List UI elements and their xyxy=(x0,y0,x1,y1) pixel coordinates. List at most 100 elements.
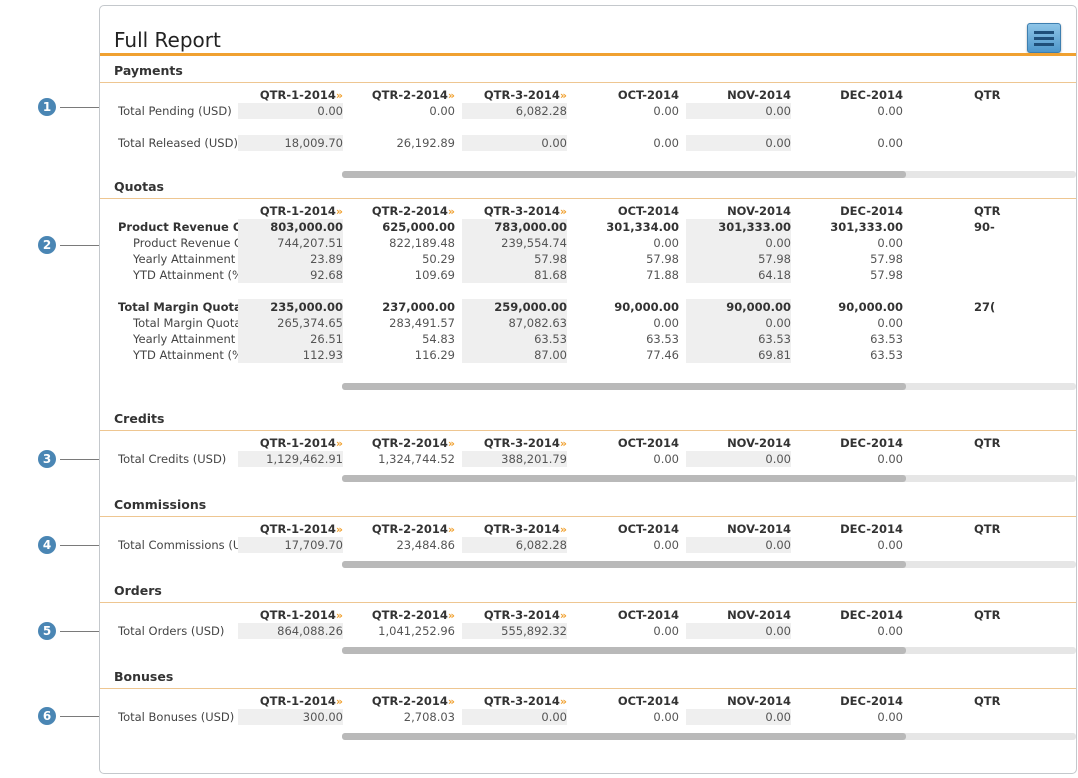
drill-arrow-icon[interactable]: » xyxy=(335,89,343,102)
scrollbar-thumb[interactable] xyxy=(342,647,906,654)
scrollbar-thumb[interactable] xyxy=(342,383,906,390)
column-header[interactable]: QTR-1-2014» xyxy=(238,87,343,104)
horizontal-scrollbar[interactable] xyxy=(342,383,1076,390)
drill-arrow-icon[interactable]: » xyxy=(447,523,455,536)
table-cell: 0.00 xyxy=(877,104,903,118)
drill-arrow-icon[interactable]: » xyxy=(335,695,343,708)
full-report-panel: Full Report Payments QTR-1-2014» QTR-2-201… xyxy=(99,5,1077,774)
row-label: Yearly Attainment (%) xyxy=(133,332,259,346)
row-label: YTD Attainment (%) xyxy=(133,268,248,282)
drill-arrow-icon[interactable]: » xyxy=(559,205,567,218)
drill-arrow-icon[interactable]: » xyxy=(559,695,567,708)
menu-button[interactable] xyxy=(1027,23,1061,53)
table-cell: 90,000.00 xyxy=(686,299,791,315)
table-cell: 57.98 xyxy=(870,268,903,282)
drill-arrow-icon[interactable]: » xyxy=(447,695,455,708)
column-header-label: QTR-2-2014 xyxy=(371,694,448,708)
column-header-label: DEC-2014 xyxy=(840,694,903,708)
horizontal-scrollbar[interactable] xyxy=(342,561,1076,568)
horizontal-scrollbar[interactable] xyxy=(342,647,1076,654)
column-header[interactable]: QTR-1-2014» xyxy=(238,607,343,624)
column-header[interactable]: QTR-1-2014» xyxy=(238,521,343,538)
drill-arrow-icon[interactable]: » xyxy=(447,89,455,102)
column-header[interactable]: QTR-2-2014» xyxy=(350,521,455,538)
page-title: Full Report xyxy=(114,28,221,52)
table-cell: 0.00 xyxy=(653,104,679,118)
column-header[interactable]: QTR-2-2014» xyxy=(350,693,455,710)
column-header-label: QTR-2-2014 xyxy=(371,204,448,218)
column-header[interactable]: QTR-3-2014» xyxy=(462,693,567,710)
table-cell: 239,554.74 xyxy=(462,235,567,251)
drill-arrow-icon[interactable]: » xyxy=(559,609,567,622)
table-cell: 283,491.57 xyxy=(389,316,455,330)
table-row: Yearly Attainment (%) 23.89 50.29 57.98 57.9… xyxy=(100,251,1076,267)
horizontal-scrollbar[interactable] xyxy=(342,171,1076,178)
table-cell: 1,041,252.96 xyxy=(378,624,455,638)
table-cell: 259,000.00 xyxy=(462,299,567,315)
scrollbar-thumb[interactable] xyxy=(342,561,906,568)
column-header: OCT-2014 xyxy=(574,521,679,537)
table-cell: 81.68 xyxy=(462,267,567,283)
table-cell: 301,333.00 xyxy=(686,219,791,235)
table-cell: 77.46 xyxy=(646,348,679,362)
drill-arrow-icon[interactable]: » xyxy=(447,609,455,622)
scrollbar-thumb[interactable] xyxy=(342,171,906,178)
column-header-label: QTR xyxy=(974,522,1001,536)
table-cell: 23.89 xyxy=(238,251,343,267)
column-header-label: NOV-2014 xyxy=(727,204,791,218)
column-header: OCT-2014 xyxy=(574,87,679,103)
section-orders: Orders QTR-1-2014» QTR-2-2014» QTR-3-2014» O… xyxy=(100,580,1076,654)
table-cell: 0.00 xyxy=(429,104,455,118)
column-header: DEC-2014 xyxy=(798,435,903,451)
column-header[interactable]: QTR-3-2014» xyxy=(462,87,567,104)
column-header-row: QTR-1-2014» QTR-2-2014» QTR-3-2014» OCT-201… xyxy=(100,693,1076,709)
drill-arrow-icon[interactable]: » xyxy=(559,89,567,102)
drill-arrow-icon[interactable]: » xyxy=(335,523,343,536)
table-cell: 0.00 xyxy=(238,103,343,119)
table-cell: 63.53 xyxy=(686,331,791,347)
callout-leader-line xyxy=(60,715,102,717)
scrollbar-thumb[interactable] xyxy=(342,475,906,482)
drill-arrow-icon[interactable]: » xyxy=(447,205,455,218)
drill-arrow-icon[interactable]: » xyxy=(335,205,343,218)
table-cell: 57.98 xyxy=(462,251,567,267)
table-cell: 300.00 xyxy=(238,709,343,725)
column-header[interactable]: QTR-2-2014» xyxy=(350,203,455,220)
section-heading: Credits xyxy=(100,408,1076,431)
drill-arrow-icon[interactable]: » xyxy=(559,437,567,450)
column-header-label: OCT-2014 xyxy=(617,88,679,102)
column-header[interactable]: QTR-2-2014» xyxy=(350,435,455,452)
drill-arrow-icon[interactable]: » xyxy=(335,609,343,622)
column-header-label: QTR-2-2014 xyxy=(371,436,448,450)
column-header[interactable]: QTR-1-2014» xyxy=(238,203,343,220)
table-cell: 0.00 xyxy=(877,452,903,466)
table-cell: 803,000.00 xyxy=(238,219,343,235)
table-cell: 6,082.28 xyxy=(462,537,567,553)
horizontal-scrollbar[interactable] xyxy=(342,733,1076,740)
column-header[interactable]: QTR-1-2014» xyxy=(238,693,343,710)
table-cell: 54.83 xyxy=(422,332,455,346)
column-header[interactable]: QTR-1-2014» xyxy=(238,435,343,452)
scrollbar-thumb[interactable] xyxy=(342,733,906,740)
table-cell: 50.29 xyxy=(422,252,455,266)
column-header[interactable]: QTR-3-2014» xyxy=(462,607,567,624)
column-header[interactable]: QTR-3-2014» xyxy=(462,203,567,220)
horizontal-scrollbar[interactable] xyxy=(342,475,1076,482)
table-cell: 0.00 xyxy=(653,316,679,330)
drill-arrow-icon[interactable]: » xyxy=(335,437,343,450)
section-quotas: Quotas QTR-1-2014» QTR-2-2014» QTR-3-2014» O… xyxy=(100,176,1076,390)
table-cell: 0.00 xyxy=(653,538,679,552)
table-row: Yearly Attainment (%) 26.51 54.83 63.53 63.5… xyxy=(100,331,1076,347)
column-header[interactable]: QTR-3-2014» xyxy=(462,521,567,538)
hamburger-icon-bar xyxy=(1034,37,1054,40)
drill-arrow-icon[interactable]: » xyxy=(447,437,455,450)
column-header-label: QTR xyxy=(974,608,1001,622)
table-cell: 17,709.70 xyxy=(238,537,343,553)
column-header[interactable]: QTR-2-2014» xyxy=(350,607,455,624)
column-header-label: QTR-1-2014 xyxy=(259,204,336,218)
column-header[interactable]: QTR-3-2014» xyxy=(462,435,567,452)
section-heading: Payments xyxy=(100,60,1076,83)
table-cell: 0.00 xyxy=(653,136,679,150)
column-header[interactable]: QTR-2-2014» xyxy=(350,87,455,104)
drill-arrow-icon[interactable]: » xyxy=(559,523,567,536)
